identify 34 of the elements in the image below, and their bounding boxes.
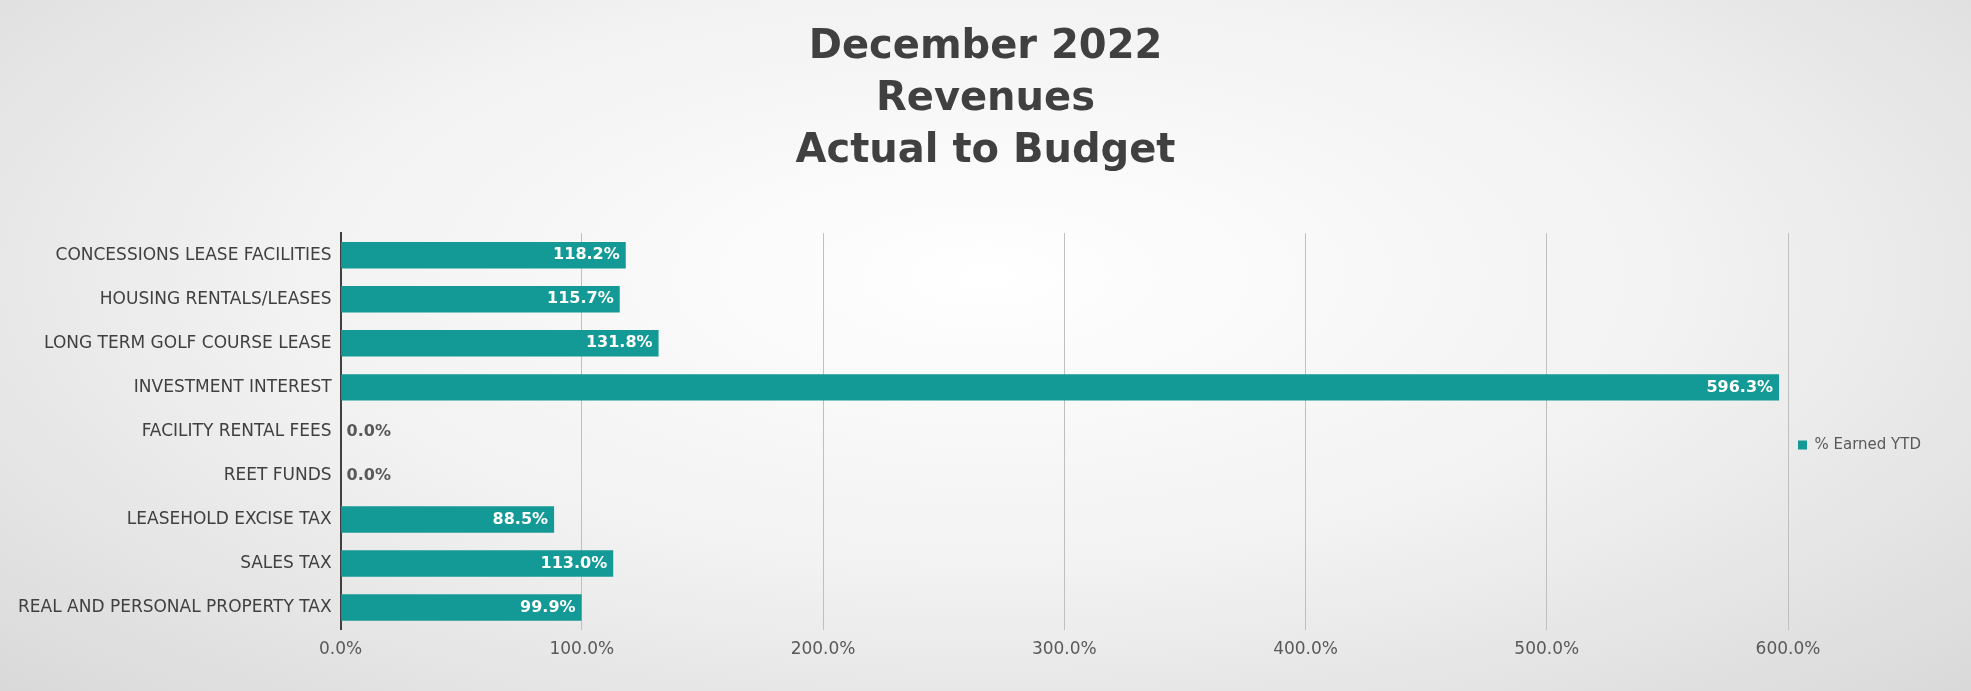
bar xyxy=(341,330,659,357)
x-tick-label: 500.0% xyxy=(1514,638,1580,659)
data-label: 0.0% xyxy=(346,464,391,484)
y-tick-label: REAL AND PERSONAL PROPERTY TAX xyxy=(18,596,332,616)
data-label: 0.0% xyxy=(346,420,391,440)
bar xyxy=(341,374,1780,401)
bar xyxy=(341,242,626,269)
y-tick-label: SALES TAX xyxy=(240,551,332,572)
data-label: 99.9% xyxy=(520,596,576,616)
x-tick-label: 400.0% xyxy=(1273,638,1338,659)
x-tick-label: 300.0% xyxy=(1031,638,1097,659)
x-tick-label: 100.0% xyxy=(549,638,615,659)
data-label: 118.2% xyxy=(553,244,620,264)
x-tick-label: 600.0% xyxy=(1755,638,1821,659)
bar xyxy=(341,550,614,577)
y-tick-label: HOUSING RENTALS/LEASES xyxy=(99,287,332,308)
y-tick-label: LONG TERM GOLF COURSE LEASE xyxy=(44,331,332,352)
bar xyxy=(341,506,555,533)
bar xyxy=(341,594,582,621)
data-label: 115.7% xyxy=(547,288,614,308)
data-label: 113.0% xyxy=(540,552,608,572)
x-tick-label: 0.0% xyxy=(319,638,363,659)
chart-title: December 2022 Revenues Actual to Budget xyxy=(794,20,1177,173)
bar xyxy=(341,286,620,313)
y-tick-label: CONCESSIONS LEASE FACILITIES xyxy=(55,243,332,264)
data-label: 131.8% xyxy=(585,332,653,352)
y-tick-label: FACILITY RENTAL FEES xyxy=(141,419,332,440)
legend-label: % Earned YTD xyxy=(1814,434,1922,453)
y-tick-label: INVESTMENT INTEREST xyxy=(133,375,333,396)
y-tick-label: REET FUNDS xyxy=(223,463,332,484)
y-tick-label: LEASEHOLD EXCISE TAX xyxy=(126,507,332,528)
x-tick-label: 200.0% xyxy=(790,638,856,659)
data-label: 596.3% xyxy=(1706,376,1774,396)
data-label: 88.5% xyxy=(492,508,549,528)
